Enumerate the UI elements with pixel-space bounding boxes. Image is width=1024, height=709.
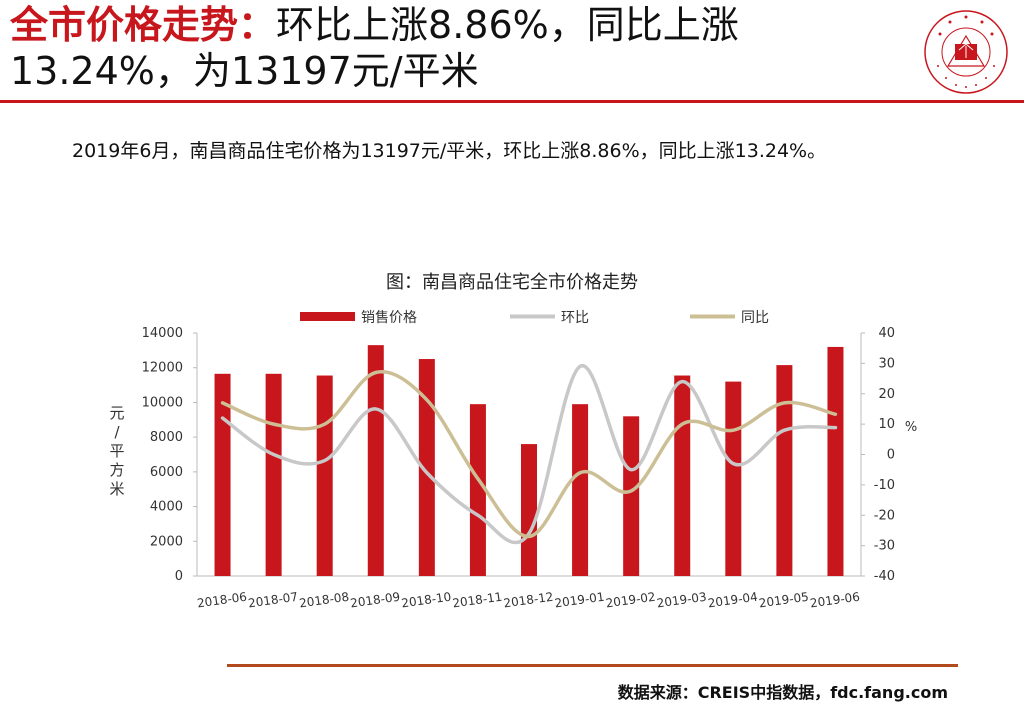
x-tick-label: 2019-05 bbox=[758, 590, 810, 611]
left-tick-label: 8000 bbox=[150, 430, 183, 445]
price-bar bbox=[674, 375, 691, 576]
price-bar bbox=[469, 404, 486, 576]
y-axis-label-char: 元 bbox=[109, 404, 124, 422]
footer-divider bbox=[227, 664, 958, 667]
x-tick-label: 2018-06 bbox=[196, 590, 248, 611]
price-bar bbox=[214, 373, 231, 576]
left-tick-label: 2000 bbox=[150, 534, 183, 549]
x-tick-label: 2018-10 bbox=[400, 590, 452, 611]
yoy-line bbox=[220, 370, 838, 539]
mom-line bbox=[220, 364, 838, 545]
legend-label: 销售价格 bbox=[361, 310, 417, 326]
page-title: 全市价格走势：环比上涨8.86%，同比上涨13.24%，为13197元/平米 bbox=[10, 2, 910, 94]
price-bar bbox=[418, 359, 435, 576]
price-bar bbox=[572, 404, 589, 576]
price-bar bbox=[265, 373, 282, 576]
price-bar bbox=[725, 381, 742, 576]
left-tick-label: 14000 bbox=[142, 326, 183, 341]
y-axis-label-char: / bbox=[114, 423, 120, 441]
chart-title: 图：南昌商品住宅全市价格走势 bbox=[386, 272, 638, 293]
price-bar bbox=[776, 365, 793, 576]
price-bar bbox=[367, 345, 384, 576]
legend-swatch-bar bbox=[300, 312, 355, 321]
x-tick-label: 2018-07 bbox=[247, 590, 299, 611]
y-axis-label-char: 平 bbox=[109, 442, 124, 460]
summary-text: 2019年6月，南昌商品住宅价格为13197元/平米，环比上涨8.86%，同比上… bbox=[72, 140, 827, 162]
right-tick-label: 20 bbox=[878, 387, 895, 402]
price-bar bbox=[623, 416, 640, 576]
right-tick-label: 40 bbox=[878, 326, 895, 341]
right-tick-label: 10 bbox=[878, 417, 895, 432]
x-tick-label: 2018-11 bbox=[452, 590, 504, 611]
price-trend-chart: 0 2000 4000 6000 8000 10000 12000 14000 -40 -30 -2… bbox=[109, 310, 917, 611]
left-tick-label: 0 bbox=[175, 569, 183, 584]
x-tick-label: 2018-09 bbox=[349, 590, 401, 611]
title-highlight: 全市价格走势： bbox=[10, 3, 277, 47]
right-tick-label: -10 bbox=[874, 478, 895, 493]
left-tick-label: 4000 bbox=[150, 500, 183, 515]
left-tick-label: 6000 bbox=[150, 465, 183, 480]
x-tick-label: 2019-03 bbox=[656, 590, 708, 611]
price-bar bbox=[827, 346, 844, 576]
x-tick-label: 2019-04 bbox=[707, 590, 759, 611]
title-rest: 环比上涨8.86%，同比上涨13.24%，为13197元/平米 bbox=[10, 3, 739, 93]
legend-label: 同比 bbox=[741, 310, 769, 326]
right-tick-label: -30 bbox=[874, 539, 895, 554]
y-axis-label-char: 方 bbox=[109, 461, 124, 479]
y-axis-label-char: 米 bbox=[109, 480, 124, 498]
price-bar bbox=[316, 375, 333, 576]
price-bar bbox=[521, 444, 537, 576]
legend-label: 环比 bbox=[561, 310, 589, 326]
data-source: 数据来源：CREIS中指数据，fdc.fang.com bbox=[617, 683, 948, 702]
right-tick-label: -40 bbox=[874, 569, 895, 584]
left-tick-label: 12000 bbox=[142, 361, 183, 376]
china-index-academy-logo bbox=[922, 8, 1010, 96]
title-divider bbox=[0, 100, 1024, 103]
right-tick-label: 0 bbox=[887, 448, 895, 463]
x-tick-label: 2018-08 bbox=[298, 590, 350, 611]
x-tick-label: 2019-06 bbox=[809, 590, 861, 611]
x-tick-label: 2019-02 bbox=[605, 590, 657, 611]
x-tick-label: 2019-01 bbox=[554, 590, 606, 611]
left-tick-label: 10000 bbox=[142, 395, 183, 410]
right-tick-label: 30 bbox=[878, 356, 895, 371]
right-tick-label: -20 bbox=[874, 508, 895, 523]
y2-axis-label: % bbox=[905, 420, 917, 435]
x-tick-label: 2018-12 bbox=[503, 590, 555, 611]
